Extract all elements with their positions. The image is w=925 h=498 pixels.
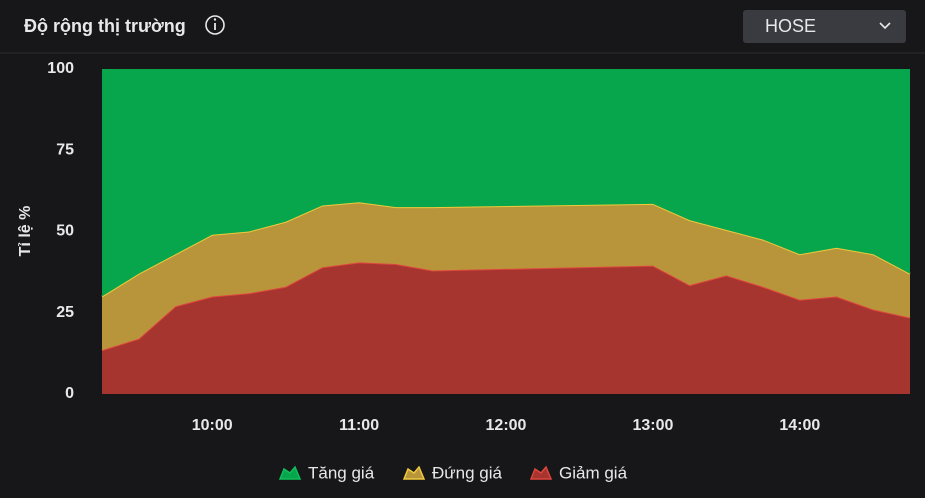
x-tick-label: 13:00 [632, 417, 673, 434]
y-tick-label: 0 [65, 385, 74, 402]
dropdown-chevron [879, 22, 891, 30]
x-tick-label: 12:00 [486, 417, 527, 434]
legend-swatch [278, 465, 302, 480]
info-dot [213, 18, 217, 21]
x-tick-label: 11:00 [339, 417, 379, 434]
info-circle [205, 15, 225, 35]
legend-label: Tăng giá [308, 463, 375, 482]
x-tick-label: 14:00 [779, 417, 820, 434]
info-icon[interactable] [205, 15, 225, 35]
y-tick-label: 25 [56, 304, 74, 321]
legend-item[interactable]: Giảm giá [529, 463, 628, 482]
area [102, 202, 910, 351]
legend-label: Đứng giá [432, 463, 503, 482]
dropdown-value: HOSE [765, 16, 816, 36]
legend-item[interactable]: Đứng giá [402, 463, 503, 482]
legend-swatch [402, 465, 426, 480]
chart-title: Độ rộng thị trường [24, 16, 186, 36]
legend-swatch [529, 465, 553, 480]
area [102, 262, 910, 394]
y-axis-label: Tỉ lệ % [17, 206, 34, 257]
y-tick-label: 75 [56, 141, 74, 158]
legend-item[interactable]: Tăng giá [278, 463, 375, 482]
y-tick-label: 100 [47, 60, 74, 77]
area [102, 69, 910, 297]
exchange-dropdown[interactable]: HOSE [743, 10, 906, 43]
dropdown-box [743, 10, 906, 43]
x-tick-label: 10:00 [192, 417, 233, 434]
legend-label: Giảm giá [559, 463, 628, 482]
y-tick-label: 50 [56, 223, 74, 240]
